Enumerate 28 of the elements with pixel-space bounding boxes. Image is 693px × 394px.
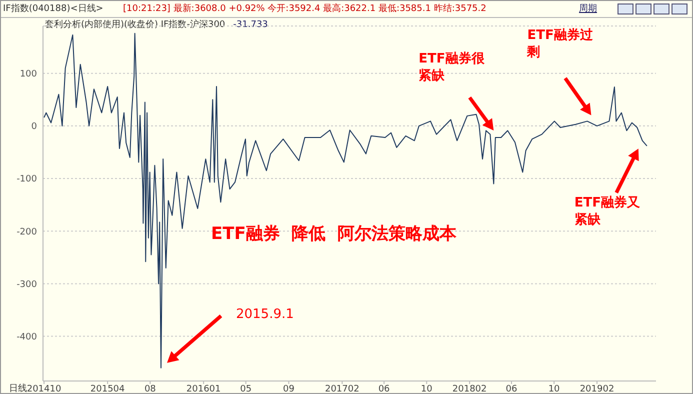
y-tick-label: -300 xyxy=(16,280,38,290)
annotation: ETF融券过剩 xyxy=(526,28,594,60)
x-tick-label: 201601 xyxy=(186,384,221,394)
x-tick-label: 201802 xyxy=(452,384,487,394)
text: IF指数(040188)<日线> xyxy=(3,2,104,16)
annotation: ETF融券很紧缺 xyxy=(418,51,486,84)
y-tick-label: -100 xyxy=(16,174,38,185)
y-tick-label: -200 xyxy=(16,227,38,238)
x-tick-label: 06 xyxy=(506,384,518,394)
y-tick-label: -400 xyxy=(16,332,38,342)
text: 日线 xyxy=(9,382,27,394)
x-tick-label: 201902 xyxy=(580,384,614,394)
x-tick-label: 06 xyxy=(378,384,390,394)
x-tick-label: 08 xyxy=(144,384,156,394)
text: [10:21:23] 最新:3608.0 +0.92% 今开:3592.4 最高:3622.1 最低:3585.1 昨结:3575.2 xyxy=(123,2,486,16)
x-tick-label: 05 xyxy=(240,384,252,394)
y-tick-label: 0 xyxy=(31,122,38,132)
x-tick-label: 10 xyxy=(420,384,433,394)
x-tick-label: 201410 xyxy=(26,384,62,394)
x-tick-label: 09 xyxy=(283,384,295,394)
annotation: 2015.9.1 xyxy=(236,306,294,322)
text: 周期 xyxy=(579,2,597,16)
annotation: ETF融券又紧缺 xyxy=(574,196,642,228)
x-tick-label: 201702 xyxy=(324,384,360,394)
x-tick-label: 10 xyxy=(548,384,560,394)
y-tick-label: 100 xyxy=(20,70,38,80)
x-tick-label: 201504 xyxy=(90,384,126,394)
annotation: ETF融券 降低 阿尔法策略成本 xyxy=(211,224,458,244)
